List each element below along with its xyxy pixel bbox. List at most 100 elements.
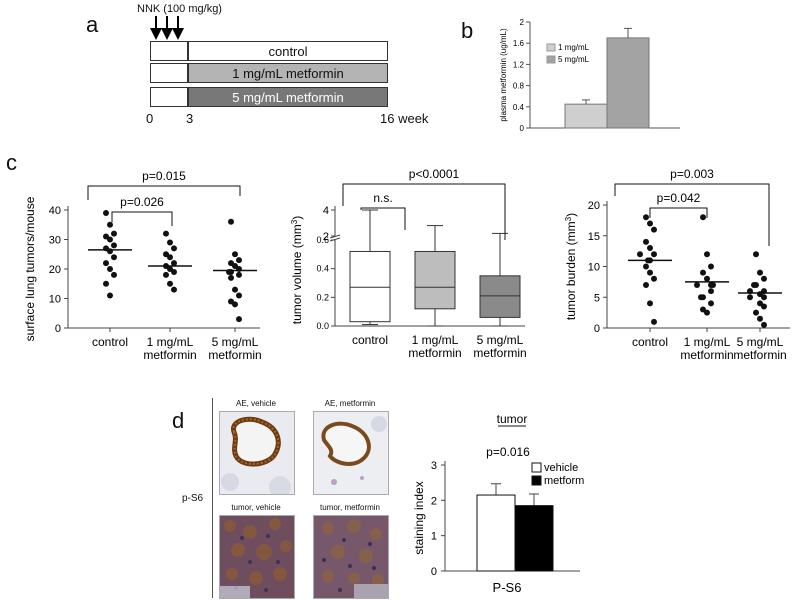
comparison-bracket-1-label: n.s. — [373, 191, 392, 205]
micrograph-title-tumor-vehicle: tumor, vehicle — [231, 503, 281, 512]
comparison-bracket-0-label: p=0.015 — [142, 169, 186, 183]
y-tick-label: 3 — [431, 460, 437, 472]
y-tick-label: 0.0 — [316, 321, 329, 331]
comparison-bracket-0 — [614, 183, 770, 246]
data-point — [708, 263, 714, 270]
legend-swatch-1 — [531, 475, 542, 486]
category-label-0: control — [92, 335, 128, 349]
y-tick-label: 2 — [323, 231, 329, 243]
y-tick-label: 0.2 — [316, 292, 329, 302]
y-axis-label: tumor volume (mm3) — [290, 216, 304, 324]
data-point — [107, 266, 113, 272]
data-point — [107, 236, 113, 243]
data-point — [757, 269, 763, 276]
y-tick-label: 2 — [431, 495, 437, 507]
data-point — [167, 239, 173, 246]
data-point — [753, 309, 759, 316]
y-tick-label: 0.4 — [316, 264, 329, 274]
chart-plasma-metformin: 0 0.4 0.8 1.2 1.6 2 plasma metformin (ug/mL) 1 … — [499, 18, 680, 133]
comparison-bracket-1 — [649, 207, 708, 218]
y-axis-label: plasma metformin (ug/mL) — [499, 28, 508, 122]
legend-swatch-1 — [546, 55, 556, 64]
y-tick-label: 1.2 — [513, 60, 525, 69]
panel-letter-a: a — [86, 12, 99, 37]
y-tick-label: 0 — [431, 566, 437, 578]
data-point — [761, 294, 767, 301]
data-point — [111, 242, 117, 249]
comparison-bracket-1-label: p=0.026 — [120, 195, 164, 209]
y-tick-label: 1 — [431, 531, 437, 543]
micrograph-ae-vehicle — [219, 411, 295, 495]
data-point — [708, 288, 714, 295]
micrograph-title-ae-vehicle: AE, vehicle — [235, 399, 277, 408]
data-point — [228, 218, 234, 225]
y-tick-label: 30 — [49, 235, 61, 247]
chart-staining-index: tumor 0 1 2 3 staining index P-S6 p=0.016 vehicl… — [412, 412, 584, 595]
comparison-bracket-0 — [87, 185, 241, 200]
arm-pretreatment-0 — [150, 41, 188, 61]
data-point — [232, 286, 238, 293]
micrograph-divider — [212, 398, 213, 598]
legend-label-0: vehicle — [544, 462, 578, 474]
data-point — [232, 301, 238, 308]
data-point — [111, 230, 117, 237]
data-point — [103, 260, 109, 267]
data-point — [647, 220, 653, 227]
panel-letter-b: b — [461, 18, 474, 43]
panel-letter-c: c — [6, 150, 17, 175]
category-label-0: control — [632, 335, 668, 349]
arm-pretreatment-2 — [150, 87, 188, 107]
legend-swatch-0 — [531, 462, 542, 473]
data-point — [643, 281, 649, 288]
micrograph-row-label: p-S6 — [182, 493, 204, 504]
y-axis-label: staining index — [412, 481, 426, 554]
data-point — [708, 300, 714, 307]
data-point — [757, 315, 763, 322]
y-tick-label: 0 — [594, 323, 600, 335]
y-axis-label: surface lung tumors/mouse — [23, 196, 37, 341]
y-tick-label: 0.4 — [513, 103, 525, 112]
bar-0 — [564, 103, 608, 129]
data-point — [704, 309, 710, 316]
y-tick-label: 20 — [588, 200, 600, 212]
comparison-bracket-1 — [360, 207, 406, 230]
box-1 — [414, 250, 456, 310]
data-point — [753, 251, 759, 258]
data-point — [704, 251, 710, 258]
timeline-tick-16: 16 week — [380, 111, 429, 126]
comparison-bracket-1-label: p=0.042 — [657, 191, 701, 205]
data-point — [747, 294, 753, 301]
data-point — [643, 238, 649, 245]
data-point — [171, 286, 177, 293]
data-point — [643, 263, 649, 270]
y-tick-label: 4 — [323, 205, 329, 217]
data-point — [694, 281, 700, 288]
data-point — [710, 281, 716, 288]
box-0 — [349, 250, 391, 323]
box-2 — [479, 275, 521, 318]
y-tick-label: 15 — [588, 231, 600, 243]
chart-surface-tumors: 0 10 20 30 40 control 1 mg/mL metformin 5 mg/mL m… — [23, 169, 262, 362]
data-point — [171, 268, 177, 275]
legend-label-1: metform — [544, 475, 584, 487]
panel-letter-d: d — [172, 408, 185, 433]
y-tick-label: 0 — [55, 323, 61, 335]
comparison-bracket-1 — [111, 211, 173, 226]
y-tick-label: 10 — [49, 294, 61, 306]
data-point — [698, 294, 704, 301]
arm-bar-2: 5 mg/mL metformin — [188, 87, 388, 107]
y-tick-label: 2 — [520, 18, 525, 27]
data-point — [643, 214, 649, 221]
data-point — [751, 281, 757, 288]
data-point — [651, 318, 657, 325]
data-point — [232, 251, 238, 258]
comparison-bracket-0-label: p=0.003 — [670, 167, 714, 181]
data-point — [236, 271, 242, 278]
y-tick-label: 0 — [520, 124, 525, 133]
data-point — [107, 292, 113, 299]
data-point — [704, 275, 710, 282]
legend-label-0: 1 mg/mL — [558, 43, 590, 52]
data-point — [761, 321, 767, 328]
